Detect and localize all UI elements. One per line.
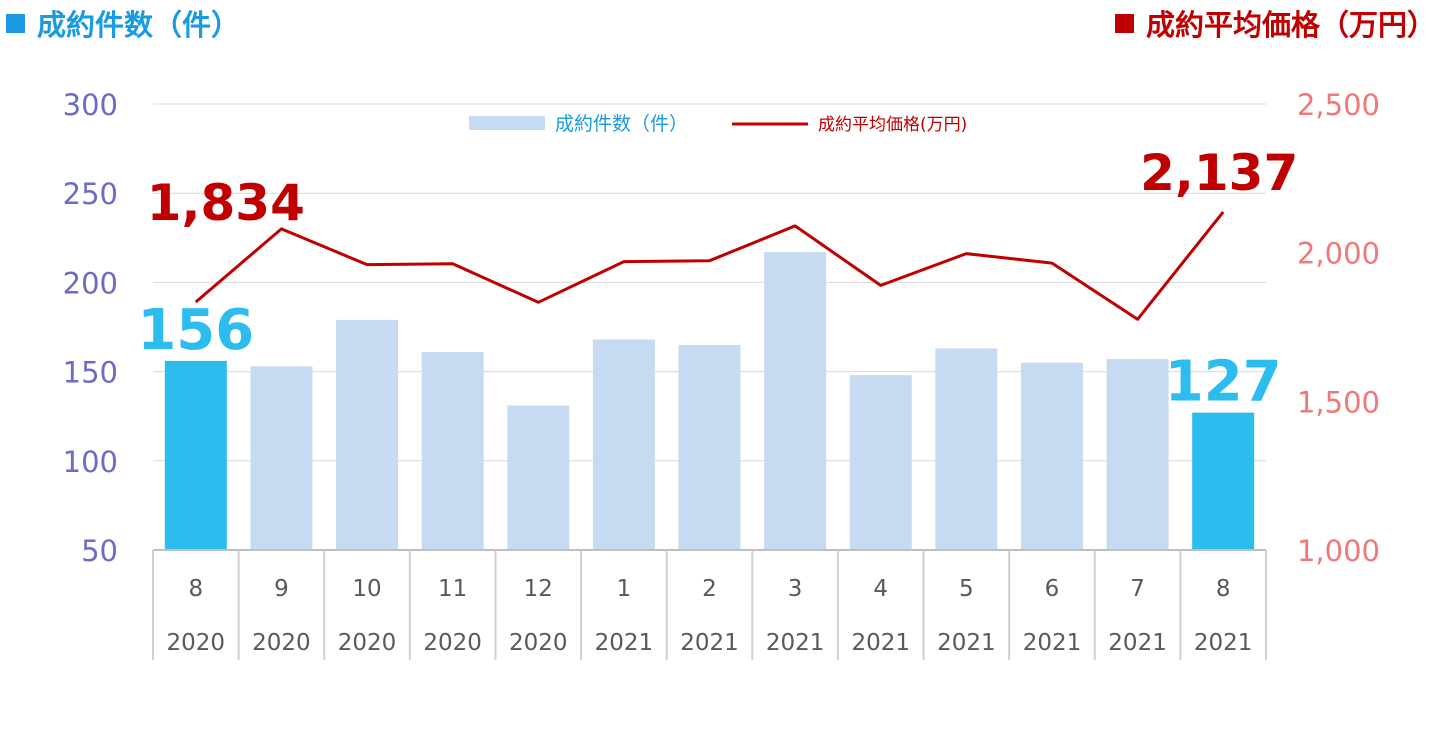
year-tick-label: 2020 [252, 630, 311, 656]
bar [421, 351, 484, 550]
month-tick-label: 11 [438, 576, 467, 602]
left-axis-tick-label: 150 [63, 356, 118, 390]
right-axis-tick-label: 1,000 [1297, 534, 1380, 568]
right-header-title: 成約平均価格（万円） [1145, 8, 1436, 42]
legend-bar-swatch [469, 116, 545, 130]
month-tick-label: 5 [959, 576, 974, 602]
bar [849, 375, 912, 550]
year-tick-label: 2021 [1108, 630, 1167, 656]
month-tick-label: 3 [788, 576, 803, 602]
month-tick-label: 12 [524, 576, 553, 602]
bar [507, 405, 570, 550]
month-tick-label: 8 [1216, 576, 1231, 602]
year-tick-label: 2021 [1194, 630, 1253, 656]
month-tick-label: 9 [274, 576, 289, 602]
bar [1106, 359, 1169, 550]
right-header-square-icon [1114, 14, 1134, 33]
year-tick-label: 2021 [937, 630, 996, 656]
price-line [194, 210, 1225, 321]
left-header: 成約件数（件） [6, 2, 240, 44]
year-tick-label: 2020 [338, 630, 397, 656]
month-tick-label: 1 [617, 576, 632, 602]
bar [935, 348, 998, 550]
legend-line-label: 成約平均価格(万円) [818, 115, 967, 135]
left-header-title: 成約件数（件） [37, 8, 241, 42]
month-tick-label: 6 [1045, 576, 1060, 602]
month-tick-label: 7 [1130, 576, 1145, 602]
year-tick-label: 2020 [509, 630, 568, 656]
left-axis-tick-label: 200 [63, 266, 118, 300]
month-tick-label: 10 [352, 576, 381, 602]
left-axis-tick-label: 50 [81, 534, 118, 568]
bar [1020, 362, 1083, 550]
right-axis-tick-label: 1,500 [1297, 385, 1380, 419]
bar [764, 252, 827, 550]
bar-data-label: 156 [137, 298, 254, 363]
legend-bar-label: 成約件数（件） [555, 113, 688, 135]
right-axis-tick-label: 2,000 [1297, 237, 1380, 271]
month-tick-label: 2 [702, 576, 717, 602]
bar [250, 366, 313, 550]
month-tick-label: 4 [873, 576, 888, 602]
right-header: 成約平均価格（万円） [1114, 2, 1436, 44]
bar [678, 344, 741, 550]
year-tick-label: 2021 [680, 630, 739, 656]
right-axis-tick-label: 2,500 [1297, 88, 1380, 122]
bar [1192, 412, 1255, 550]
year-tick-label: 2021 [851, 630, 910, 656]
bar [592, 339, 655, 550]
year-tick-label: 2020 [167, 630, 226, 656]
left-header-square-icon [6, 14, 25, 33]
year-tick-label: 2021 [595, 630, 654, 656]
line-data-label: 2,137 [1140, 144, 1298, 202]
line-data-label: 1,834 [147, 174, 305, 232]
year-tick-label: 2020 [423, 630, 482, 656]
bar [336, 319, 399, 550]
left-axis-tick-label: 250 [63, 177, 118, 211]
bar [164, 360, 227, 550]
left-axis-tick-label: 300 [63, 88, 118, 122]
bar-data-label: 127 [1165, 350, 1282, 415]
year-tick-label: 2021 [1023, 630, 1082, 656]
year-tick-label: 2021 [766, 630, 825, 656]
left-axis-tick-label: 100 [63, 445, 118, 479]
month-tick-label: 8 [188, 576, 203, 602]
